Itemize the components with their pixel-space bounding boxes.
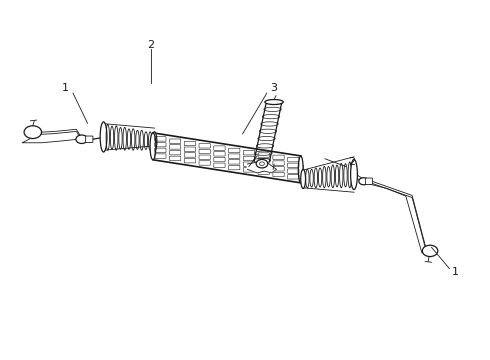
Circle shape [422,245,438,257]
Text: 1: 1 [452,267,459,277]
Circle shape [76,135,88,144]
Text: 1: 1 [62,83,69,93]
Text: 2: 2 [147,40,154,50]
Ellipse shape [351,159,357,190]
Circle shape [24,126,42,139]
Text: 2: 2 [348,157,355,167]
Text: 3: 3 [270,83,277,93]
Polygon shape [247,161,276,173]
FancyBboxPatch shape [366,178,372,184]
FancyBboxPatch shape [86,136,93,143]
Circle shape [256,159,268,168]
Ellipse shape [301,169,306,189]
Polygon shape [153,133,301,183]
Ellipse shape [298,156,303,183]
Ellipse shape [265,100,283,104]
Circle shape [359,178,368,185]
Ellipse shape [100,122,107,152]
Ellipse shape [150,133,156,160]
Ellipse shape [152,132,157,151]
